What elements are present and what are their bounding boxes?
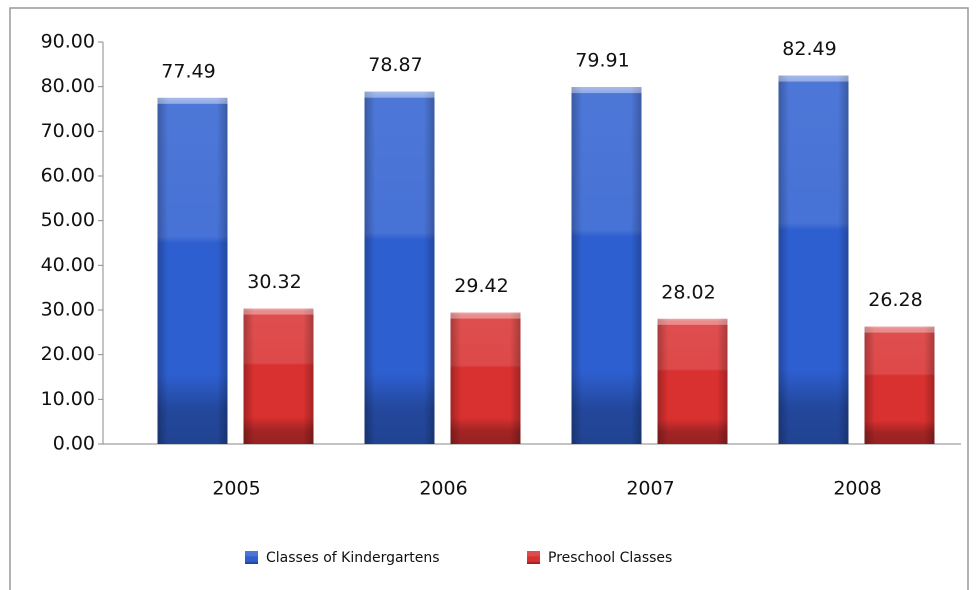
bar-cap <box>571 87 642 94</box>
bar-cap <box>243 308 314 315</box>
y-tick-label: 10.00 <box>41 388 95 410</box>
data-label: 30.32 <box>247 271 301 293</box>
data-label: 77.49 <box>161 60 215 82</box>
bar-cap <box>778 75 849 82</box>
data-label: 29.42 <box>454 275 508 297</box>
bar-cap <box>450 312 521 319</box>
y-tick-label: 50.00 <box>41 209 95 231</box>
y-tick-label: 20.00 <box>41 343 95 365</box>
legend-label: Classes of Kindergartens <box>266 550 440 566</box>
x-tick-label: 2006 <box>419 478 467 500</box>
legend-swatch-shade <box>527 551 540 564</box>
y-tick-label: 40.00 <box>41 254 95 276</box>
y-tick-label: 0.00 <box>53 433 95 455</box>
bar-side <box>157 97 228 445</box>
legend-label: Preschool Classes <box>548 550 672 566</box>
data-label: 82.49 <box>782 38 836 60</box>
bar-cap <box>864 326 935 333</box>
bar-cap <box>364 91 435 98</box>
bar-side <box>864 326 935 444</box>
bar-cap <box>157 97 228 104</box>
legend-swatch-shade <box>245 551 258 564</box>
y-tick-label: 30.00 <box>41 299 95 321</box>
bar-side <box>657 318 728 444</box>
y-tick-label: 90.00 <box>41 31 95 53</box>
y-tick-label: 60.00 <box>41 165 95 187</box>
bar-side <box>243 308 314 444</box>
bar-side <box>364 91 435 445</box>
frame <box>9 7 969 590</box>
x-tick-label: 2005 <box>212 478 260 500</box>
x-tick-label: 2008 <box>833 478 881 500</box>
bar-cap <box>657 318 728 325</box>
bar-side <box>450 312 521 444</box>
data-label: 78.87 <box>368 54 422 76</box>
data-label: 26.28 <box>868 289 922 311</box>
x-tick-label: 2007 <box>626 478 674 500</box>
bar-side <box>778 75 849 444</box>
y-tick-label: 70.00 <box>41 120 95 142</box>
y-tick-label: 80.00 <box>41 75 95 97</box>
data-label: 28.02 <box>661 281 715 303</box>
data-label: 79.91 <box>575 50 629 72</box>
bar-side <box>571 87 642 444</box>
